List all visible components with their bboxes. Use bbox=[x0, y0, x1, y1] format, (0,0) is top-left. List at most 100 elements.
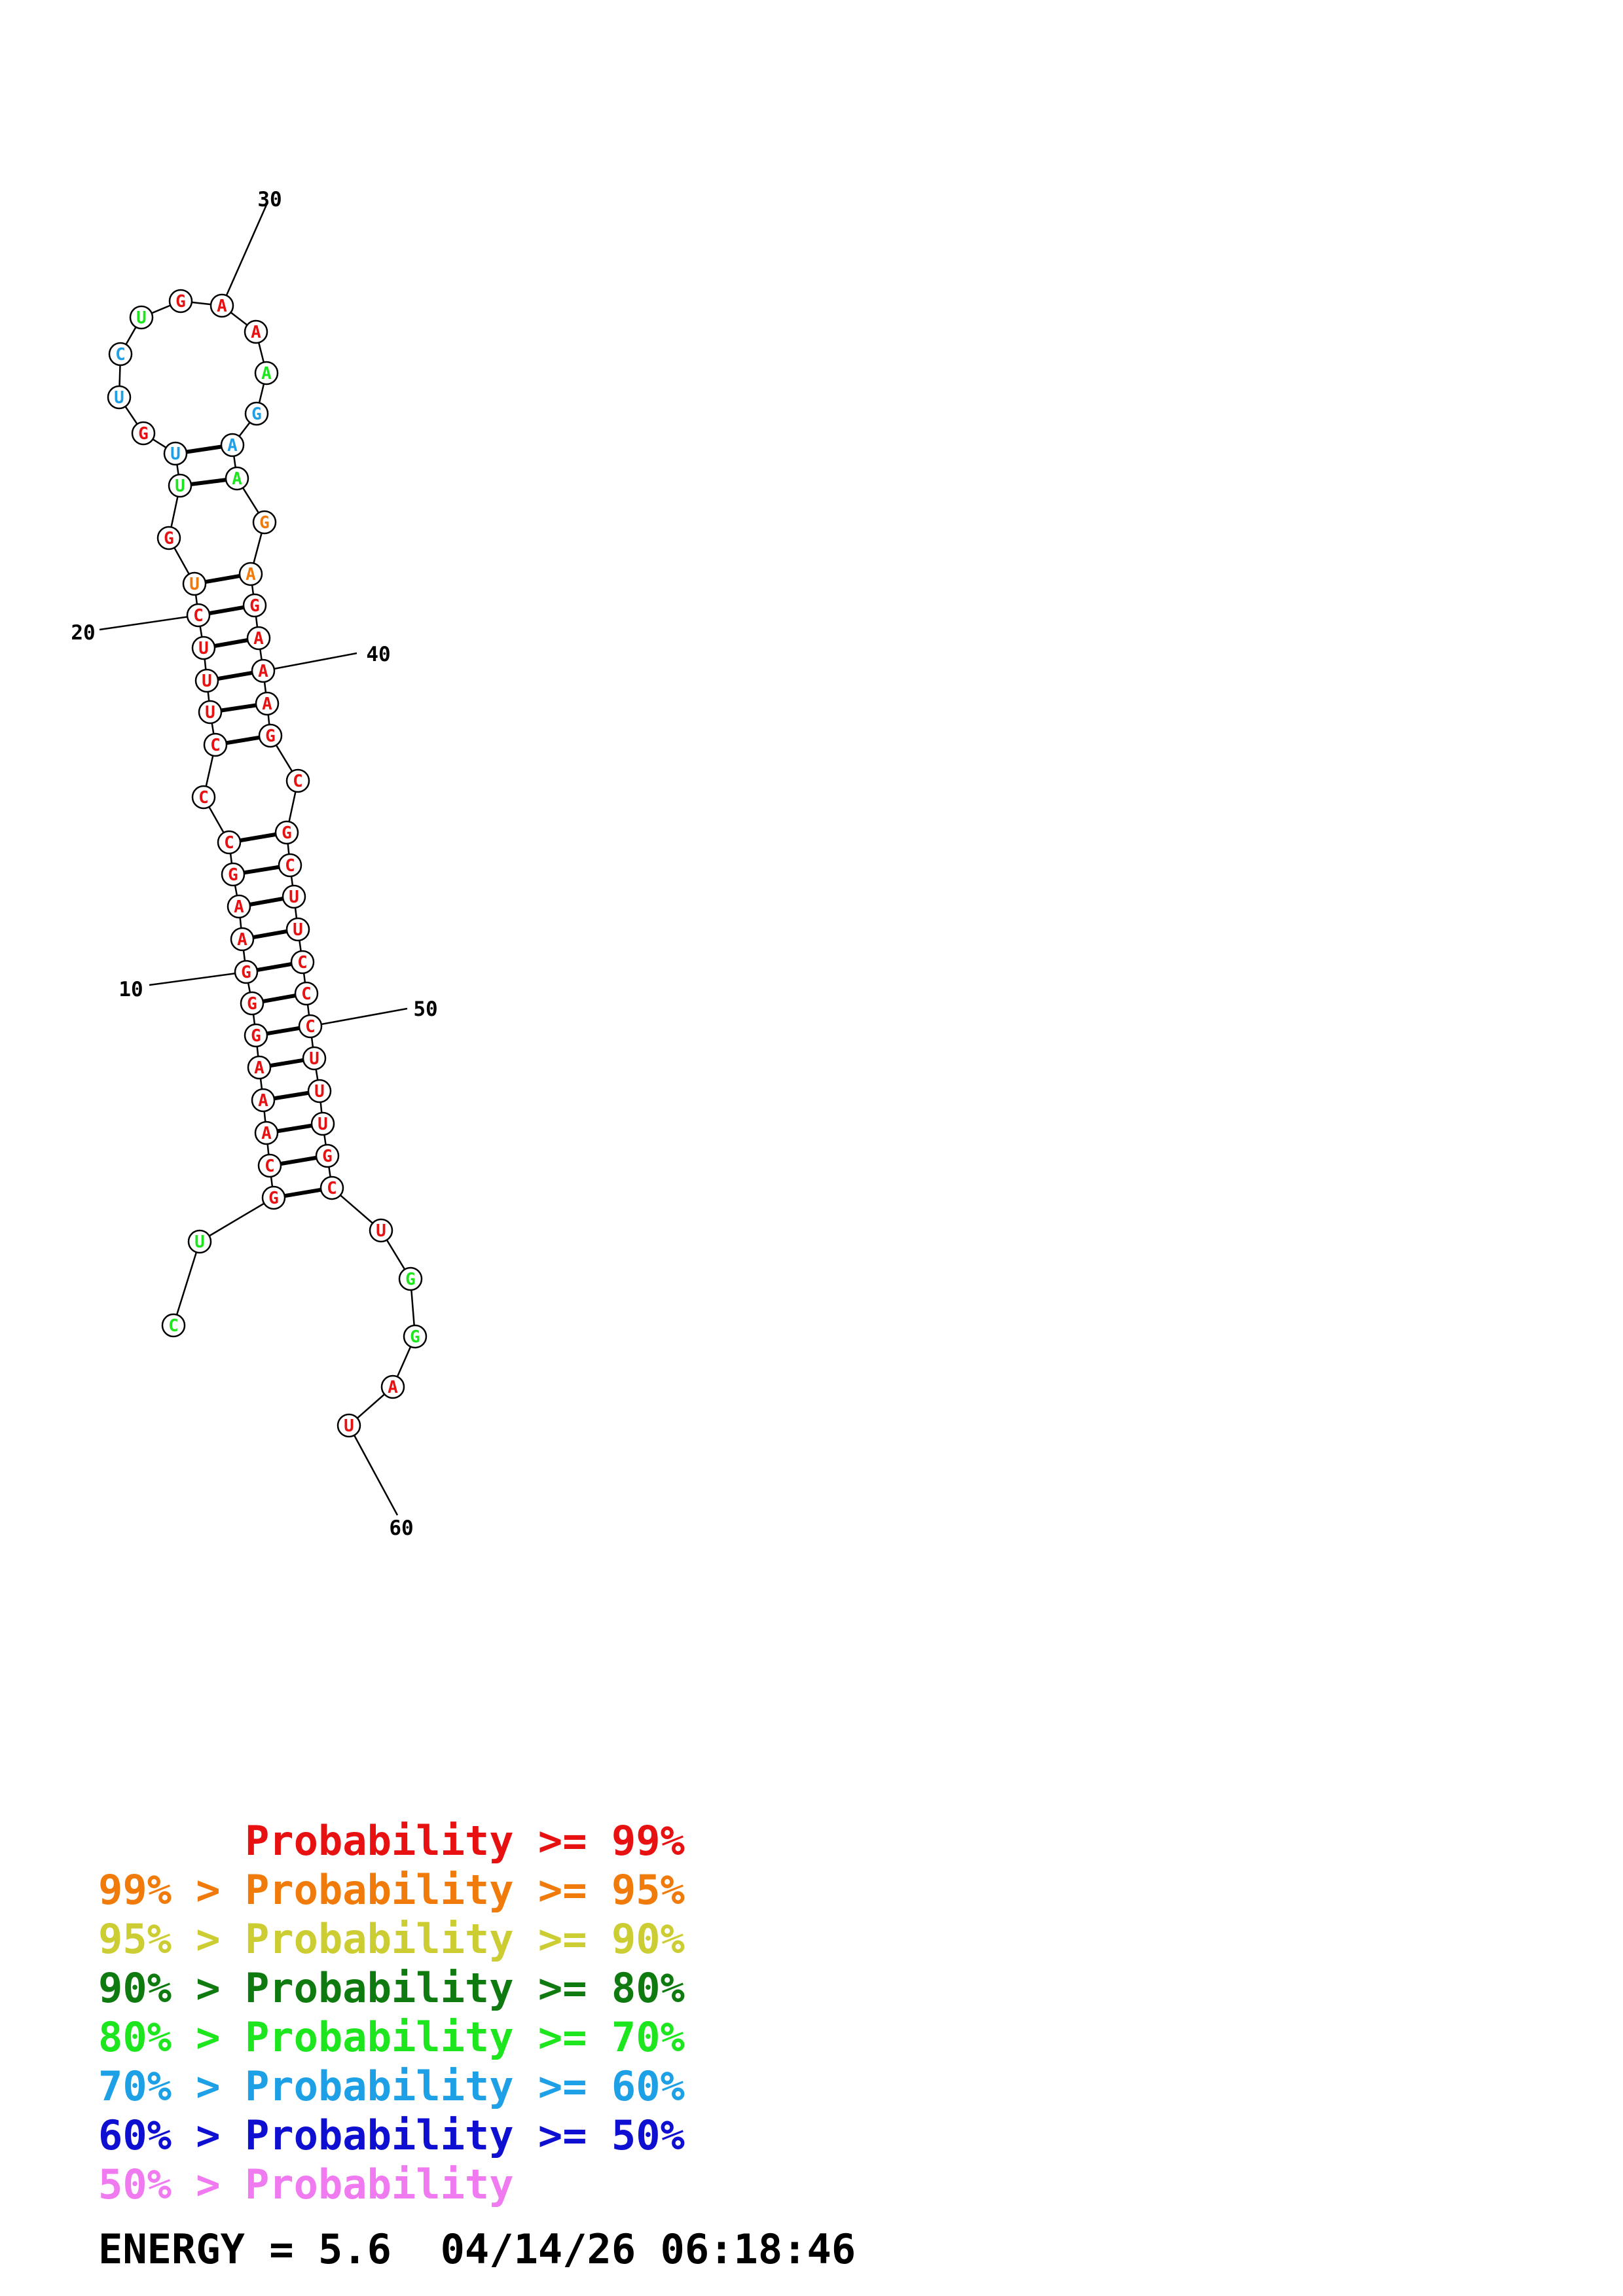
position-tick bbox=[348, 1425, 399, 1516]
nucleotide-circle bbox=[182, 571, 207, 596]
nucleotide: G bbox=[244, 1023, 268, 1048]
nucleotide-base: G bbox=[251, 1026, 261, 1046]
nucleotide-base: U bbox=[175, 476, 185, 496]
legend-row: 99% > Probability >= 95% bbox=[98, 1865, 685, 1914]
nucleotide: A bbox=[246, 626, 271, 651]
legend-row: 70% > Probability >= 60% bbox=[98, 2062, 685, 2111]
nucleotide-base: C bbox=[297, 953, 308, 973]
nucleotide-base: G bbox=[259, 513, 270, 533]
nucleotide-circle bbox=[319, 1175, 344, 1200]
position-tick bbox=[221, 204, 268, 306]
legend-suffix: >= 50% bbox=[513, 2111, 685, 2159]
nucleotide-circle bbox=[240, 991, 264, 1016]
nucleotide: C bbox=[319, 1175, 344, 1200]
position-tick bbox=[310, 1007, 408, 1028]
nucleotide-circle bbox=[244, 1023, 268, 1048]
nucleotide-base: A bbox=[232, 469, 242, 489]
nucleotide: C bbox=[278, 853, 302, 878]
nucleotide-base: G bbox=[249, 596, 260, 616]
legend-suffix: >= 99% bbox=[513, 1817, 685, 1865]
nucleotide: U bbox=[168, 473, 192, 498]
nucleotide: A bbox=[227, 894, 251, 919]
nucleotide: A bbox=[380, 1374, 405, 1399]
nucleotide: A bbox=[210, 293, 234, 318]
nucleotide-base: G bbox=[410, 1327, 420, 1347]
nucleotide-circle bbox=[294, 981, 319, 1006]
nucleotide-base: A bbox=[253, 629, 264, 649]
nucleotide-base: A bbox=[261, 364, 272, 384]
legend-label: Probability bbox=[244, 2111, 514, 2159]
position-label: 10 bbox=[119, 978, 143, 1001]
nucleotide: G bbox=[244, 401, 269, 426]
nucleotide-circle bbox=[258, 723, 283, 748]
nucleotide-circle bbox=[278, 853, 302, 878]
nucleotide-base: G bbox=[175, 292, 186, 312]
nucleotide-circle bbox=[186, 603, 211, 628]
nucleotide-circle bbox=[285, 917, 310, 942]
nucleotide: A bbox=[238, 562, 263, 586]
backbone-segment bbox=[199, 1196, 274, 1243]
nucleotide-base: C bbox=[168, 1316, 179, 1336]
nucleotide-base: U bbox=[189, 575, 200, 594]
nucleotide: G bbox=[261, 1185, 286, 1210]
nucleotide-base: A bbox=[388, 1378, 398, 1397]
position-label: 60 bbox=[389, 1516, 413, 1540]
nucleotide-base: U bbox=[293, 920, 303, 940]
legend-row: 95% > Probability >= 90% bbox=[98, 1914, 685, 1964]
nucleotide-base: G bbox=[228, 865, 238, 885]
nucleotide: G bbox=[240, 991, 264, 1016]
nucleotide-circle bbox=[302, 1046, 327, 1071]
nucleotide-circle bbox=[251, 1088, 276, 1113]
nucleotide: G bbox=[234, 960, 259, 984]
nucleotide-circle bbox=[261, 1185, 286, 1210]
probability-legend: Probability >= 99% 99% > Probability >= 9… bbox=[98, 1816, 685, 2209]
legend-prefix: 99% > bbox=[98, 1866, 245, 1914]
base-pair-bond bbox=[186, 444, 222, 454]
nucleotide: C bbox=[161, 1313, 186, 1338]
legend-prefix: 50% > bbox=[98, 2161, 245, 2208]
legend-row: 60% > Probability >= 50% bbox=[98, 2111, 685, 2160]
nucleotide: U bbox=[369, 1218, 393, 1243]
nucleotide: A bbox=[254, 1121, 279, 1145]
legend-row: 90% > Probability >= 80% bbox=[98, 1964, 685, 2013]
nucleotide-circle bbox=[254, 361, 279, 386]
nucleotide-circle bbox=[203, 732, 228, 757]
nucleotide-circle bbox=[198, 700, 223, 725]
base-pair-bond bbox=[257, 961, 292, 973]
nucleotide: U bbox=[285, 917, 310, 942]
position-label: 30 bbox=[257, 188, 282, 211]
nucleotide-circle bbox=[274, 820, 299, 845]
base-pair-bond bbox=[249, 897, 283, 906]
nucleotide: U bbox=[282, 884, 306, 909]
position-label: 20 bbox=[71, 621, 95, 645]
nucleotide: U bbox=[129, 305, 154, 330]
nucleotide: G bbox=[403, 1324, 428, 1349]
legend-prefix: 60% > bbox=[98, 2111, 245, 2159]
nucleotide: G bbox=[168, 289, 193, 314]
base-pair-bond bbox=[191, 478, 227, 486]
nucleotide: A bbox=[254, 361, 279, 386]
nucleotide-circle bbox=[282, 884, 306, 909]
position-label: 50 bbox=[413, 997, 437, 1021]
legend-suffix: >= 60% bbox=[513, 2062, 685, 2110]
nucleotide-circle bbox=[252, 510, 277, 535]
nucleotide-circle bbox=[257, 1153, 282, 1178]
nucleotide: U bbox=[194, 668, 219, 693]
backbone-segment bbox=[172, 1241, 201, 1326]
base-pair-bond bbox=[274, 1090, 309, 1101]
base-pair-bond bbox=[217, 670, 253, 681]
nucleotide: C bbox=[298, 1014, 323, 1039]
nucleotide-base: A bbox=[262, 694, 272, 714]
legend-label: Probability bbox=[244, 2161, 514, 2208]
nucleotide: G bbox=[274, 820, 299, 845]
nucleotide: U bbox=[302, 1046, 327, 1071]
base-pair-bond bbox=[263, 994, 296, 1003]
legend-suffix: >= 90% bbox=[513, 1915, 685, 1963]
position-label: 40 bbox=[366, 643, 390, 666]
nucleotide-circle bbox=[255, 691, 280, 716]
base-pair-bond bbox=[284, 1187, 321, 1198]
legend-prefix: 95% > bbox=[98, 1915, 245, 1963]
nucleotide-circle bbox=[244, 319, 268, 344]
nucleotide: G bbox=[242, 593, 267, 618]
